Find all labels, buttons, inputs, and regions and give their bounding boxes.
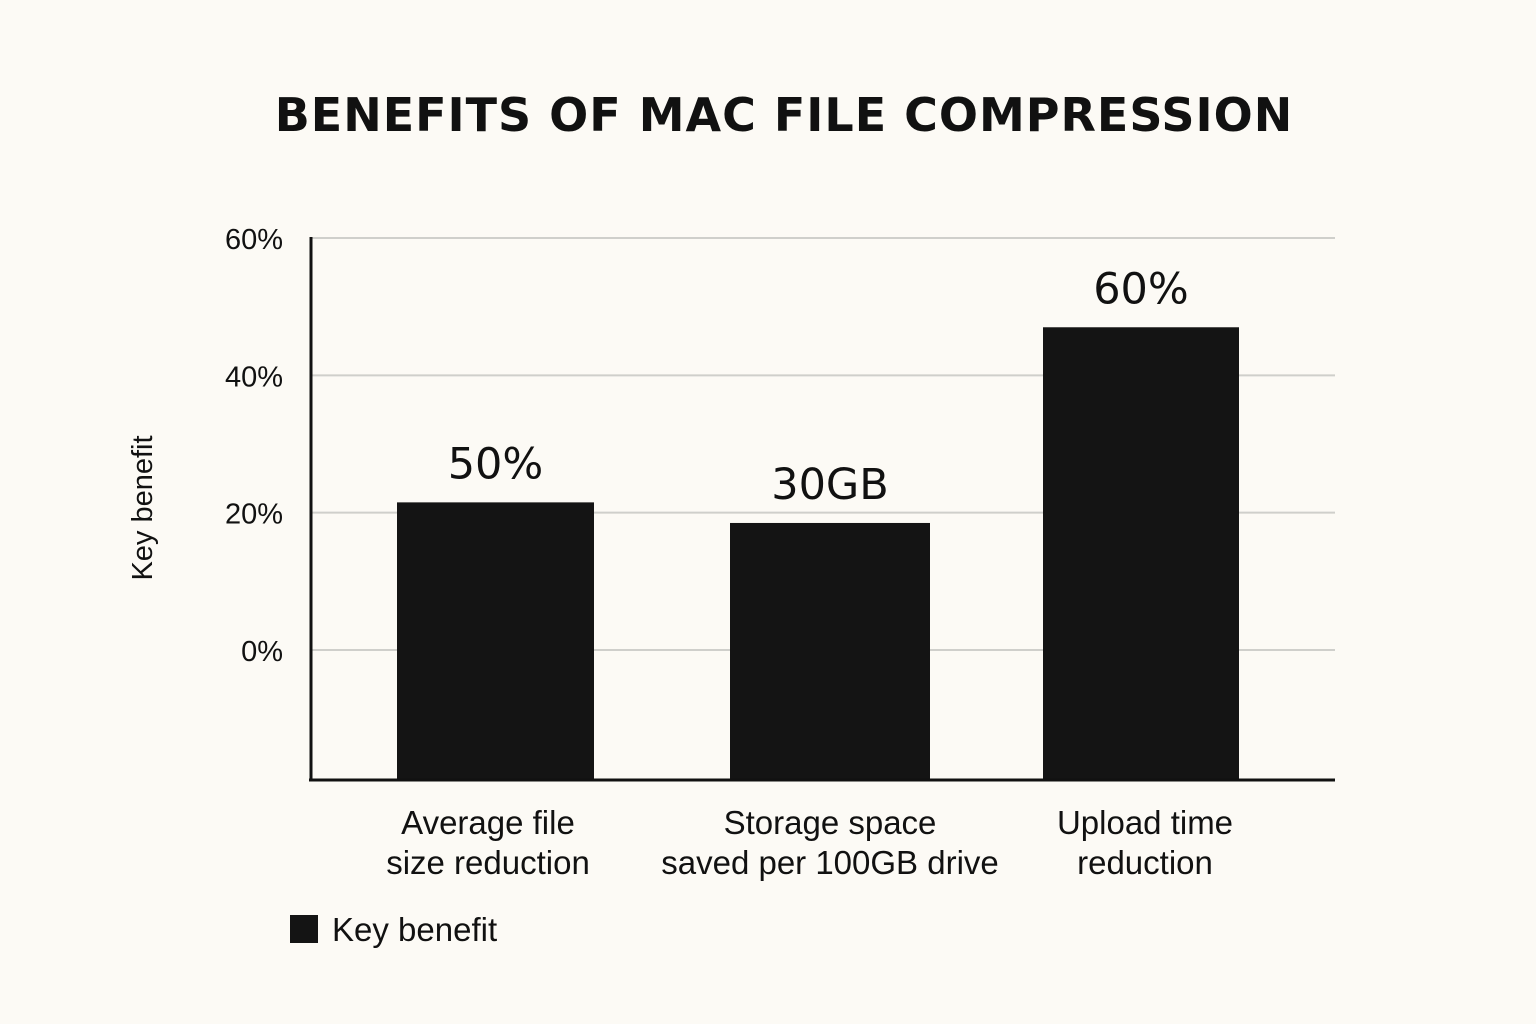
bar bbox=[397, 502, 594, 780]
y-tick-label: 0% bbox=[241, 636, 283, 668]
y-tick-labels: 0% 20% 40% 60% bbox=[225, 224, 283, 668]
data-label: 50% bbox=[448, 439, 544, 489]
bar bbox=[1043, 327, 1239, 780]
category-labels: Average file size reduction Storage space s… bbox=[386, 804, 1233, 881]
chart-title: BENEFITS OF MAC FILE COMPRESSION bbox=[275, 88, 1294, 142]
y-axis-title: Key benefit bbox=[127, 435, 159, 580]
bars bbox=[397, 327, 1239, 780]
y-tick-label: 60% bbox=[225, 224, 283, 256]
data-label: 60% bbox=[1093, 264, 1189, 314]
data-label: 30GB bbox=[771, 460, 889, 510]
data-labels: 50% 30GB 60% bbox=[448, 264, 1189, 510]
category-label: Storage space saved per 100GB drive bbox=[661, 804, 999, 881]
y-tick-label: 20% bbox=[225, 499, 283, 531]
y-tick-label: 40% bbox=[225, 361, 283, 393]
legend-label: Key benefit bbox=[332, 911, 497, 948]
legend-swatch bbox=[290, 915, 318, 943]
category-label: Average file size reduction bbox=[386, 804, 590, 881]
bar bbox=[730, 522, 930, 780]
legend: Key benefit bbox=[290, 911, 497, 948]
category-label: Upload time reduction bbox=[1057, 804, 1233, 881]
